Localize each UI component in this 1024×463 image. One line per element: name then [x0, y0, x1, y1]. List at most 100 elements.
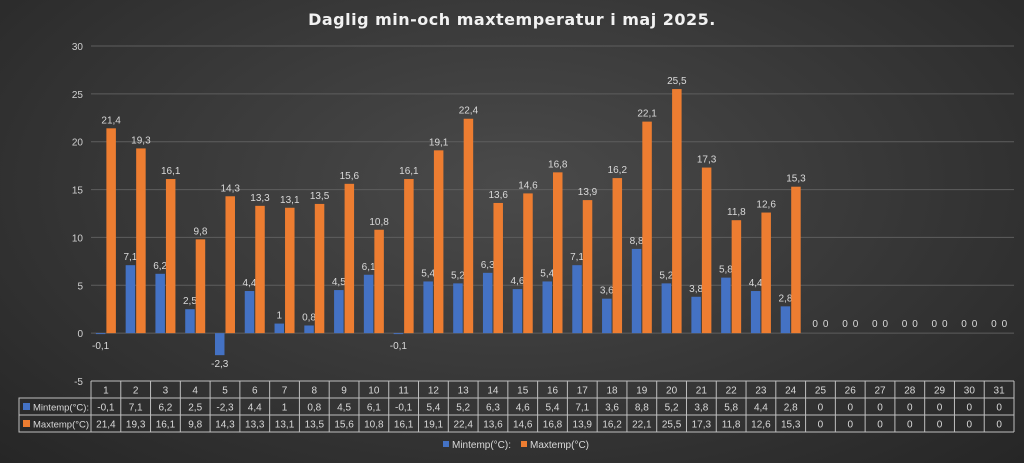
- x-tick-label: 13: [458, 386, 470, 397]
- data-label: 13,5: [310, 191, 330, 202]
- y-tick-label: -5: [74, 377, 83, 388]
- data-label: 16,1: [399, 166, 419, 177]
- data-label: 13,6: [488, 190, 508, 201]
- table-cell: 13,9: [573, 420, 593, 431]
- bar-min: [155, 273, 165, 334]
- data-label: 10,8: [369, 217, 389, 228]
- table-cell: 3,8: [694, 403, 708, 414]
- data-label: 0: [991, 319, 997, 330]
- table-cell: 9,8: [188, 420, 202, 431]
- y-tick-label: 25: [72, 90, 84, 101]
- bar-min: [274, 323, 285, 334]
- bar-max: [582, 200, 593, 334]
- table-cell: 19,1: [424, 420, 444, 431]
- bar-max: [433, 150, 444, 334]
- bar-min: [661, 283, 672, 334]
- bar-max: [195, 239, 206, 334]
- data-label: 13,1: [280, 195, 300, 206]
- bar-max: [374, 229, 384, 334]
- data-label: 0: [842, 319, 848, 330]
- table-cell: 5,2: [665, 403, 679, 414]
- data-label: 9,8: [194, 226, 208, 237]
- table-cell: 0: [877, 420, 883, 431]
- table-cell: 7,1: [575, 403, 589, 414]
- bar-min: [125, 265, 136, 334]
- bar-max: [404, 179, 414, 334]
- table-cell: 12,6: [751, 420, 771, 431]
- table-cell: 6,1: [367, 403, 381, 414]
- data-label: 8,8: [630, 236, 644, 247]
- bar-min: [453, 283, 463, 334]
- data-label: 0: [942, 319, 948, 330]
- bar-max: [642, 121, 652, 334]
- bar-min: [631, 248, 642, 334]
- bar-max: [523, 193, 533, 334]
- bar-max: [136, 148, 146, 334]
- table-cell: 16,8: [543, 420, 563, 431]
- table-cell: 4,6: [516, 403, 530, 414]
- table-cell: 0: [937, 403, 943, 414]
- x-tick-label: 11: [398, 386, 409, 397]
- y-tick-label: 0: [77, 329, 83, 340]
- data-label: 1: [277, 311, 283, 322]
- table-cell: 6,2: [158, 403, 172, 414]
- bar-max: [225, 196, 235, 334]
- table-cell: 7,1: [129, 403, 143, 414]
- data-label: 0: [961, 319, 967, 330]
- bar-max: [285, 207, 295, 334]
- table-cell: 11,8: [722, 420, 741, 431]
- x-tick-label: 30: [964, 386, 976, 397]
- table-cell: 0: [818, 403, 824, 414]
- data-label: 11,8: [727, 207, 746, 218]
- legend-key: [443, 441, 449, 447]
- x-tick-label: 16: [547, 386, 559, 397]
- bar-max: [761, 212, 771, 334]
- bar-max: [165, 179, 176, 334]
- bar-max: [553, 172, 563, 334]
- table-cell: 5,8: [724, 403, 738, 414]
- table-cell: 13,6: [483, 420, 503, 431]
- bar-min: [721, 277, 731, 334]
- data-label: 15,3: [786, 174, 806, 185]
- data-label: 13,9: [578, 187, 598, 198]
- data-label: 5,8: [719, 265, 733, 276]
- table-cell: 22,4: [453, 420, 473, 431]
- legend-label: Maxtemp(°C): [530, 440, 589, 451]
- x-tick-label: 27: [874, 386, 886, 397]
- table-cell: 8,8: [635, 403, 649, 414]
- y-tick-label: 20: [72, 138, 84, 149]
- bar-min: [95, 333, 106, 335]
- bar-min: [542, 281, 552, 334]
- table-cell: 16,2: [602, 420, 622, 431]
- table-cell: 1: [282, 403, 288, 414]
- data-label: 5,2: [451, 270, 465, 281]
- bar-min: [393, 333, 404, 335]
- data-label: 5,4: [421, 268, 435, 279]
- y-tick-label: 5: [77, 281, 83, 292]
- data-label: 21,4: [101, 115, 121, 126]
- data-label: 13,3: [250, 193, 270, 204]
- table-cell: 15,6: [334, 420, 354, 431]
- data-label: 0: [932, 319, 938, 330]
- data-label: 0: [912, 319, 918, 330]
- x-tick-label: 20: [666, 386, 678, 397]
- data-label: 16,2: [608, 165, 628, 176]
- x-tick-label: 19: [636, 386, 648, 397]
- table-cell: 0: [818, 420, 824, 431]
- legend-label: Mintemp(°C):: [452, 440, 511, 451]
- data-label: -0,1: [92, 341, 110, 352]
- x-tick-label: 26: [845, 386, 857, 397]
- x-tick-label: 8: [312, 386, 318, 397]
- data-label: -0,1: [390, 341, 408, 352]
- data-label: 12,6: [756, 200, 776, 211]
- bar-min: [691, 296, 701, 334]
- table-cell: -0,1: [395, 403, 413, 414]
- table-cell: 2,8: [784, 403, 798, 414]
- x-tick-label: 6: [252, 386, 258, 397]
- table-series-name: Mintemp(°C):: [33, 403, 89, 414]
- bar-min: [512, 289, 523, 334]
- bar-max: [731, 220, 742, 334]
- table-legend-key: [23, 420, 30, 427]
- data-label: 14,3: [220, 183, 240, 194]
